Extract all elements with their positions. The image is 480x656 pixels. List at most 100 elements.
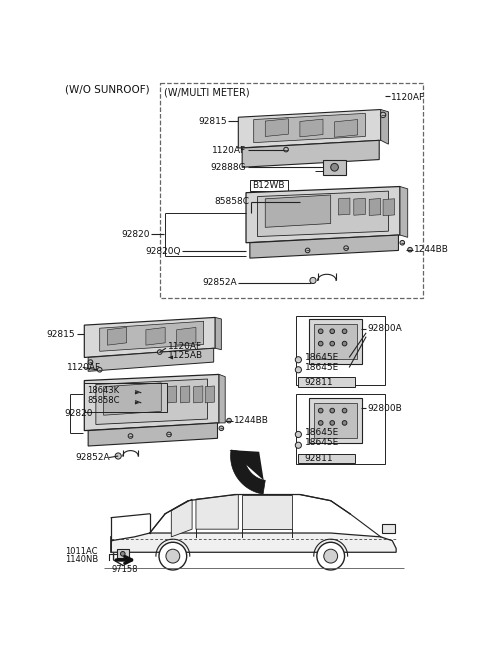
Circle shape [97,367,102,372]
Text: 92815: 92815 [47,330,75,339]
Circle shape [219,426,224,430]
Circle shape [344,246,348,251]
Circle shape [227,419,231,423]
Polygon shape [335,119,358,137]
Polygon shape [354,198,365,215]
Circle shape [128,434,133,438]
Text: 18645E: 18645E [304,438,339,447]
Text: 85858C: 85858C [87,396,120,405]
Text: 18643K: 18643K [87,386,120,395]
Polygon shape [258,191,388,237]
Bar [84,383,168,412]
Polygon shape [168,386,177,403]
Circle shape [284,147,288,152]
Polygon shape [230,450,265,494]
Polygon shape [96,379,207,424]
Polygon shape [146,327,165,345]
Text: 92852A: 92852A [75,453,110,462]
Polygon shape [219,375,225,423]
Bar [314,403,357,438]
Polygon shape [177,327,196,345]
Circle shape [400,240,405,245]
Circle shape [310,277,316,283]
Text: 1120AF: 1120AF [212,146,246,155]
Circle shape [120,552,125,556]
Circle shape [157,350,162,354]
Circle shape [295,442,301,448]
Text: 92820Q: 92820Q [145,247,180,256]
Polygon shape [300,119,323,137]
Text: 18645E: 18645E [304,353,339,362]
Circle shape [88,359,93,364]
Polygon shape [338,198,350,215]
Text: 1120AF: 1120AF [391,93,425,102]
Polygon shape [400,186,408,237]
Circle shape [330,329,335,334]
Text: 1011AC: 1011AC [65,547,97,556]
Polygon shape [383,199,395,216]
Text: 1140NB: 1140NB [65,556,98,564]
Circle shape [317,543,345,570]
Circle shape [331,163,338,171]
Polygon shape [100,321,204,352]
Polygon shape [381,110,388,144]
Text: 92820: 92820 [121,230,150,239]
Circle shape [330,420,335,425]
Polygon shape [84,375,219,430]
Text: 1125AB: 1125AB [168,352,203,360]
Text: (W/MULTI METER): (W/MULTI METER) [164,88,249,98]
Polygon shape [265,195,331,228]
Text: 92800B: 92800B [368,404,402,413]
Circle shape [380,112,386,117]
Circle shape [342,408,347,413]
Circle shape [115,453,121,459]
Polygon shape [250,235,398,258]
Polygon shape [254,113,365,142]
Circle shape [408,247,412,252]
Polygon shape [242,140,379,167]
Circle shape [295,367,301,373]
Text: 92888G: 92888G [210,163,246,172]
Text: 1120AF: 1120AF [168,342,202,351]
Circle shape [295,432,301,438]
Text: 1244BB: 1244BB [414,245,449,254]
Circle shape [318,408,323,413]
Polygon shape [104,383,161,415]
Circle shape [295,357,301,363]
Text: 92811: 92811 [304,378,333,386]
Circle shape [305,248,310,253]
Polygon shape [242,495,292,529]
Polygon shape [180,386,190,403]
Text: 92800A: 92800A [368,325,402,333]
Text: 92815: 92815 [198,117,227,125]
Bar [117,549,129,558]
Text: 92811: 92811 [304,454,333,463]
Bar [382,523,395,533]
Text: 85858C: 85858C [215,197,250,207]
Circle shape [318,341,323,346]
Polygon shape [84,318,215,358]
Polygon shape [88,423,217,446]
Text: 97158: 97158 [111,565,138,575]
Text: 92852A: 92852A [202,278,237,287]
Text: 92820: 92820 [64,409,93,418]
Circle shape [342,341,347,346]
Text: 18645E: 18645E [304,363,339,372]
Text: (W/O SUNROOF): (W/O SUNROOF) [65,85,150,94]
Polygon shape [108,327,127,345]
Polygon shape [171,499,192,537]
Circle shape [324,549,337,563]
Polygon shape [193,386,203,403]
Polygon shape [246,186,400,243]
Circle shape [166,549,180,563]
Circle shape [342,329,347,334]
Bar [298,454,355,463]
Bar [314,323,357,359]
Circle shape [159,543,187,570]
Polygon shape [205,386,215,403]
Bar [309,398,361,443]
Bar [160,83,423,298]
Polygon shape [196,495,238,529]
Polygon shape [265,119,288,136]
Bar [250,180,288,191]
